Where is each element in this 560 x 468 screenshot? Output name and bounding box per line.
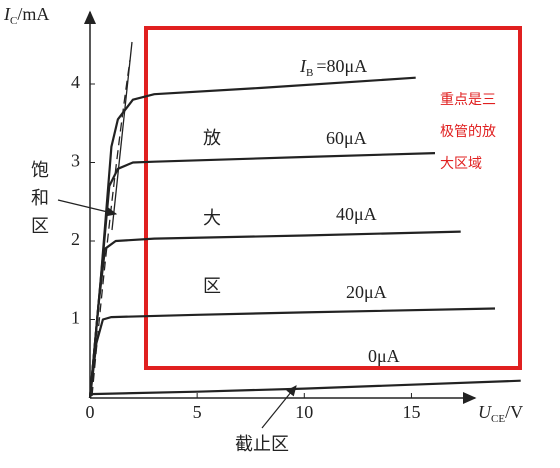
series-label: 20μA xyxy=(346,282,387,302)
series-name: 20μA xyxy=(346,282,387,302)
region-label: 大 xyxy=(203,208,221,228)
annotation-text: 大区域 xyxy=(440,156,482,172)
series-line xyxy=(88,230,461,399)
region-label: 和 xyxy=(31,188,49,208)
highlight-box xyxy=(144,26,522,370)
x-axis-label-symbol: U xyxy=(478,402,492,422)
series-label-symbol: I xyxy=(299,56,307,76)
y-axis-label-unit: /mA xyxy=(17,4,49,24)
y-tick-label: 1 xyxy=(71,308,80,328)
series-name: 40μA xyxy=(336,204,377,224)
region-label: 区 xyxy=(31,216,49,236)
series-name: 80μA xyxy=(327,56,368,76)
x-axis-label: UCE/V xyxy=(478,402,523,424)
series-line xyxy=(89,379,521,396)
y-tick-label: 2 xyxy=(71,229,80,249)
series-line xyxy=(88,76,416,399)
annotation-text: 重点是三 xyxy=(440,92,496,108)
series-label: IB =80μA xyxy=(299,56,367,78)
series-line xyxy=(88,307,496,399)
series-label: 60μA xyxy=(326,128,367,148)
x-tick-label: 0 xyxy=(86,402,95,422)
series-label: 40μA xyxy=(336,204,377,224)
series-label: 0μA xyxy=(368,346,400,366)
x-axis-label-sub: CE xyxy=(491,413,505,425)
region-label: 饱 xyxy=(31,160,49,180)
y-axis-label-sub: C xyxy=(10,15,17,27)
y-axis-label: IC/mA xyxy=(3,4,49,26)
series-label-eq: = xyxy=(316,56,326,76)
y-tick-label: 3 xyxy=(71,151,80,171)
x-axis-label-unit: /V xyxy=(505,402,523,422)
series-name: 60μA xyxy=(326,128,367,148)
load-line xyxy=(111,41,133,231)
series-label-sub: B xyxy=(306,67,313,79)
region-label: 区 xyxy=(203,276,221,296)
region-label: 放 xyxy=(203,128,221,148)
x-tick-label: 15 xyxy=(402,402,420,422)
series-name: 0μA xyxy=(368,346,400,366)
y-tick-label: 4 xyxy=(71,72,80,92)
x-tick-label: 5 xyxy=(193,402,202,422)
annotation-text: 极管的放 xyxy=(440,124,496,140)
y-axis-label-symbol: I xyxy=(3,4,11,24)
cutoff-arrow xyxy=(261,385,297,429)
x-tick-label: 10 xyxy=(295,402,313,422)
region-label: 截止区 xyxy=(235,434,289,454)
